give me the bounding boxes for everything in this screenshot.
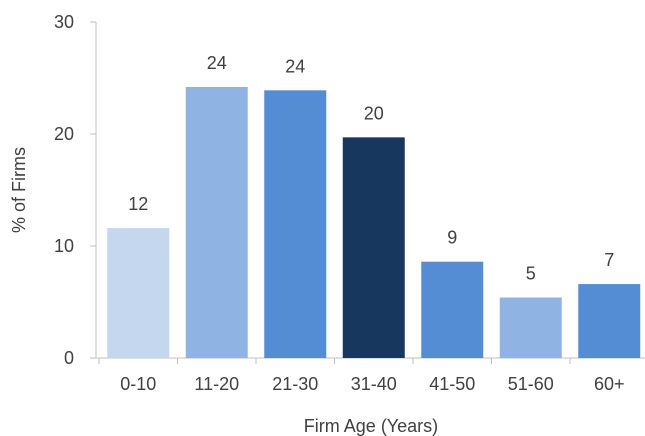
x-tick-label: 51-60 (508, 374, 554, 394)
x-tick-label: 41-50 (429, 374, 475, 394)
x-tick-label: 11-20 (194, 374, 239, 394)
x-tick-label: 31-40 (351, 374, 397, 394)
bar (185, 86, 248, 359)
bar (107, 228, 170, 358)
y-axis-title: % of Firms (9, 147, 29, 233)
bar (499, 297, 562, 358)
bar (421, 261, 484, 358)
y-axis: 0 10 20 30 (54, 12, 97, 368)
data-label: 24 (207, 53, 227, 73)
data-label: 12 (128, 194, 148, 214)
data-label: 5 (526, 264, 536, 284)
bar (342, 137, 405, 358)
data-label: 20 (364, 103, 384, 123)
bars (107, 86, 641, 359)
x-tick-label: 21-30 (272, 374, 318, 394)
x-axis-title: Firm Age (Years) (304, 416, 438, 436)
data-label: 9 (447, 228, 457, 248)
x-axis: 0-10 11-20 21-30 31-40 41-50 51-60 60+ (96, 357, 645, 394)
data-labels: 12 24 24 20 9 5 7 (128, 53, 614, 284)
x-tick-label: 0-10 (120, 374, 156, 394)
data-label: 7 (604, 250, 614, 270)
y-tick-label: 20 (54, 124, 74, 144)
y-tick-label: 10 (54, 236, 74, 256)
bar (578, 284, 641, 358)
data-label: 24 (285, 56, 305, 76)
y-tick-label: 0 (64, 348, 74, 368)
x-tick-label: 60+ (594, 374, 625, 394)
y-tick-label: 30 (54, 12, 74, 32)
bar (264, 90, 327, 358)
